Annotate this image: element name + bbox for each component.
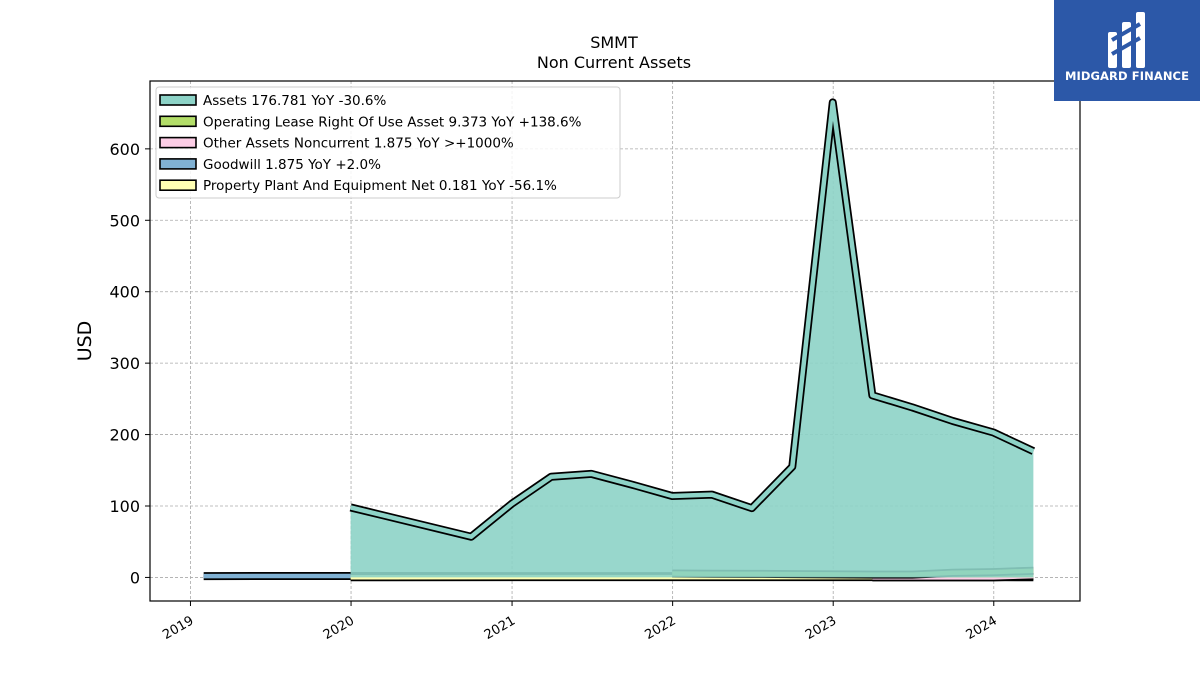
x-tick-label: 2019 (160, 613, 196, 643)
y-tick-label: 600 (109, 140, 140, 159)
legend-entry: Goodwill 1.875 YoY +2.0% (203, 157, 381, 173)
series-line-assets (350, 100, 1035, 539)
legend-swatch (159, 115, 197, 128)
y-axis-label: USD (74, 321, 96, 362)
legend-swatch (159, 136, 197, 149)
legend-entry: Operating Lease Right Of Use Asset 9.373… (203, 114, 582, 130)
y-tick-label: 400 (109, 283, 140, 302)
legend-box (155, 86, 621, 199)
legend-entry: Property Plant And Equipment Net 0.181 Y… (203, 178, 557, 194)
chart-subtitle: Non Current Assets (537, 53, 691, 72)
x-tick-label: 2021 (482, 613, 518, 643)
legend-entry: Other Assets Noncurrent 1.875 YoY >+1000… (203, 136, 514, 152)
plot-frame (149, 80, 1081, 602)
legend-swatch (159, 94, 197, 106)
brand-name: MIDGARD FINANCE (1064, 69, 1190, 83)
chart-title: SMMT (590, 33, 638, 52)
series-layer (203, 98, 1036, 582)
y-tick-label: 0 (130, 568, 140, 587)
y-tick-label: 100 (109, 497, 140, 516)
legend-swatch (159, 158, 197, 170)
y-axis: 0 100 200 300 400 500 600 (109, 140, 150, 587)
series-area-assets (350, 102, 1034, 578)
brand-logo: MIDGARD FINANCE (1054, 0, 1200, 101)
y-tick-label: 500 (109, 211, 140, 230)
x-tick-label: 2020 (321, 613, 357, 643)
x-tick-label: 2024 (964, 613, 1000, 643)
legend-entry: Assets 176.781 YoY -30.6% (203, 93, 387, 109)
legend-swatch (159, 179, 197, 191)
y-tick-label: 200 (109, 426, 140, 445)
x-tick-label: 2023 (803, 613, 839, 643)
y-tick-label: 300 (109, 354, 140, 373)
x-tick-label: 2022 (642, 613, 678, 643)
x-axis: 2019 2020 2021 2022 2023 2024 (160, 601, 1000, 643)
midgard-m-mark-icon (1108, 12, 1145, 68)
legend: Assets 176.781 YoY -30.6% Operating Lease… (155, 86, 621, 199)
